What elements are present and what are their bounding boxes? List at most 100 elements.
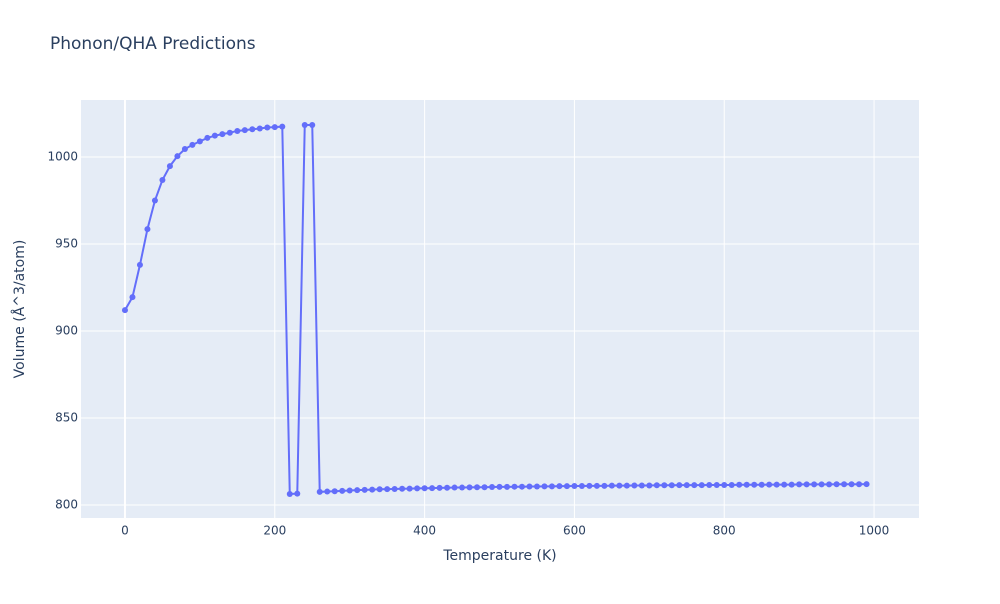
data-point: [533, 483, 540, 490]
data-point: [144, 226, 151, 233]
data-point: [758, 481, 765, 488]
data-point: [721, 481, 728, 488]
data-point: [286, 490, 293, 497]
data-point: [459, 484, 466, 491]
data-point: [211, 132, 218, 139]
data-point: [166, 163, 173, 170]
data-point: [316, 488, 323, 495]
data-point: [593, 482, 600, 489]
data-point: [638, 482, 645, 489]
y-tick-label: 800: [55, 497, 78, 511]
data-point: [279, 123, 286, 130]
data-point: [294, 490, 301, 497]
data-point: [324, 488, 331, 495]
data-point: [256, 125, 263, 132]
data-point: [601, 482, 608, 489]
x-tick-label: 400: [413, 524, 436, 538]
data-point: [526, 483, 533, 490]
data-point: [586, 482, 593, 489]
x-tick-label: 0: [121, 524, 129, 538]
data-point: [713, 481, 720, 488]
chart-title: Phonon/QHA Predictions: [50, 34, 256, 54]
data-point: [623, 482, 630, 489]
data-point: [736, 481, 743, 488]
data-point: [841, 481, 848, 488]
data-point: [474, 484, 481, 491]
y-tick-label: 900: [55, 324, 78, 338]
data-point: [796, 481, 803, 488]
data-point: [249, 126, 256, 133]
data-point: [781, 481, 788, 488]
data-point: [631, 482, 638, 489]
data-point: [301, 122, 308, 129]
data-point: [788, 481, 795, 488]
data-point: [571, 482, 578, 489]
data-point: [159, 177, 166, 184]
x-tick-label: 200: [263, 524, 286, 538]
data-point: [181, 146, 188, 153]
data-point: [399, 485, 406, 492]
data-point: [376, 486, 383, 493]
data-point: [466, 484, 473, 491]
data-point: [578, 482, 585, 489]
data-point: [121, 307, 128, 314]
data-point: [361, 486, 368, 493]
data-point: [489, 484, 496, 491]
y-tick-label: 1000: [47, 150, 78, 164]
data-point: [369, 486, 376, 493]
data-point: [309, 122, 316, 129]
data-point: [548, 483, 555, 490]
data-point: [421, 485, 428, 492]
data-point: [196, 138, 203, 145]
y-axis-title: Volume (Å^3/atom): [11, 240, 28, 379]
data-point: [848, 481, 855, 488]
data-point: [818, 481, 825, 488]
data-point: [773, 481, 780, 488]
data-point: [556, 483, 563, 490]
data-point: [264, 124, 271, 131]
data-point: [234, 127, 241, 134]
data-point: [241, 127, 248, 134]
y-tick-label: 950: [55, 237, 78, 251]
data-point: [391, 485, 398, 492]
data-point: [518, 483, 525, 490]
data-point: [728, 481, 735, 488]
data-point: [339, 487, 346, 494]
data-point: [803, 481, 810, 488]
data-point: [204, 134, 211, 141]
data-point: [691, 482, 698, 489]
data-point: [481, 484, 488, 491]
data-point: [129, 294, 136, 301]
data-point: [331, 488, 338, 495]
data-point: [504, 483, 511, 490]
data-point: [151, 197, 158, 204]
series-line: [124, 124, 867, 496]
data-point: [863, 481, 870, 488]
data-point: [406, 485, 413, 492]
x-tick-label: 1000: [859, 524, 890, 538]
data-point: [511, 483, 518, 490]
data-point: [616, 482, 623, 489]
data-point: [384, 486, 391, 493]
x-tick-label: 800: [713, 524, 736, 538]
data-point: [563, 483, 570, 490]
data-point: [683, 482, 690, 489]
data-point: [608, 482, 615, 489]
data-point: [174, 153, 181, 160]
data-point: [743, 481, 750, 488]
data-point: [706, 481, 713, 488]
data-point: [451, 484, 458, 491]
data-point: [444, 484, 451, 491]
data-point: [271, 124, 278, 131]
data-point: [429, 485, 436, 492]
y-tick-label: 850: [55, 410, 78, 424]
data-point: [833, 481, 840, 488]
data-point: [646, 482, 653, 489]
data-point: [354, 487, 361, 494]
data-point: [826, 481, 833, 488]
data-point: [541, 483, 548, 490]
data-point: [496, 483, 503, 490]
x-tick-label: 600: [563, 524, 586, 538]
data-point: [346, 487, 353, 494]
